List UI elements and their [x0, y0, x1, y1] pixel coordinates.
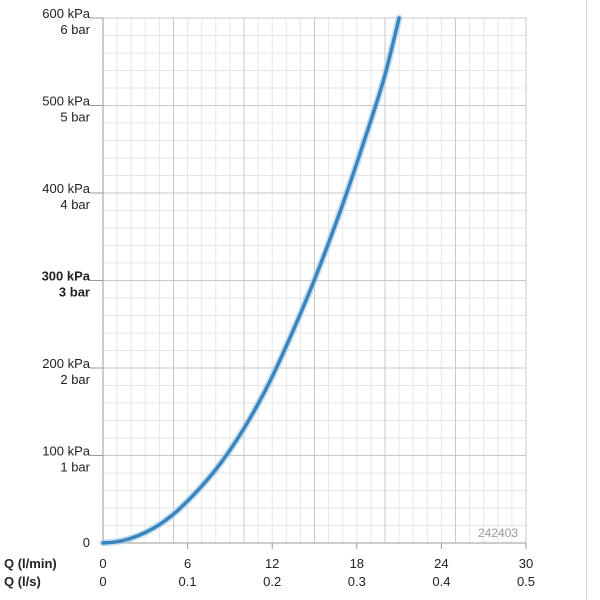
x-tick-label-lmin: 30 — [519, 556, 533, 571]
x-axis-secondary-title: Q (l/s) — [4, 574, 41, 589]
y-tick-label-bar: 3 bar — [59, 285, 90, 300]
y-tick-label-kpa: 500 kPa — [42, 94, 90, 109]
right-edge-divider — [586, 0, 587, 600]
series-line — [101, 16, 401, 545]
y-tick-label-kpa: 400 kPa — [42, 181, 90, 196]
x-tick-label-ls: 0.5 — [517, 574, 535, 589]
x-axis-primary-title: Q (l/min) — [4, 556, 57, 571]
y-tick-label-kpa: 0 — [83, 535, 90, 550]
x-tick-label-lmin: 18 — [350, 556, 364, 571]
y-tick-label-kpa: 600 kPa — [42, 6, 90, 21]
x-tick-label-ls: 0.3 — [348, 574, 366, 589]
x-tick-label-lmin: 24 — [434, 556, 448, 571]
figure-code: 242403 — [478, 526, 518, 540]
y-tick-label-bar: 6 bar — [60, 22, 90, 37]
y-tick-label-bar: 4 bar — [60, 197, 90, 212]
x-tick-labels: 0 0 6 0.1 12 0.2 18 0.3 24 0.4 30 0.5 — [99, 543, 535, 589]
x-tick-label-lmin: 12 — [265, 556, 279, 571]
y-tick-label-kpa: 300 kPa — [42, 269, 91, 284]
y-tick-label-bar: 5 bar — [60, 110, 90, 125]
x-tick-label-ls: 0.2 — [263, 574, 281, 589]
y-tick-label-kpa: 100 kPa — [42, 444, 90, 459]
y-tick-label-bar: 2 bar — [60, 372, 90, 387]
series-group — [99, 14, 403, 547]
x-tick-label-lmin: 0 — [99, 556, 106, 571]
y-tick-label-bar: 1 bar — [60, 460, 90, 475]
x-tick-label-ls: 0 — [99, 574, 106, 589]
x-tick-label-lmin: 6 — [184, 556, 191, 571]
x-tick-label-ls: 0.4 — [432, 574, 450, 589]
y-tick-label-kpa: 200 kPa — [42, 356, 90, 371]
x-tick-label-ls: 0.1 — [179, 574, 197, 589]
